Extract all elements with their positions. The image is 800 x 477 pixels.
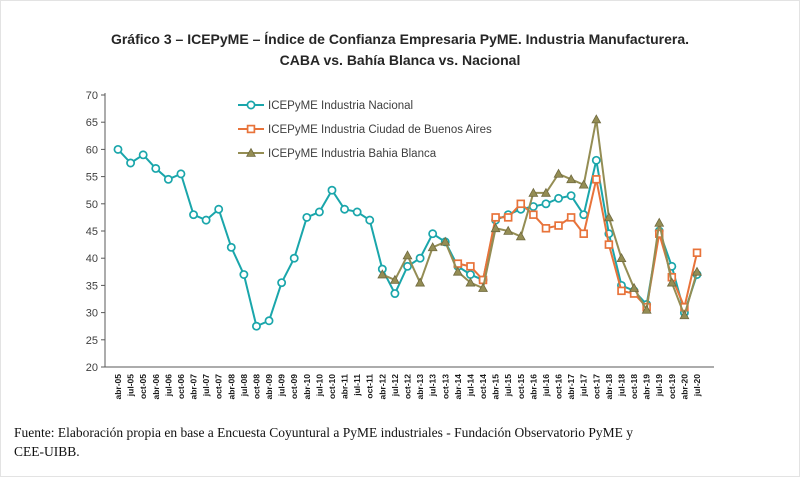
x-tick-label: oct-12 [403,374,413,399]
x-tick-label: jul-18 [616,374,626,397]
x-tick-label: abr-13 [415,374,425,400]
x-tick-label: oct-08 [251,374,261,399]
legend-item: ICEPyME Industria Nacional [238,100,413,112]
series-0-markers [113,144,702,331]
series-0 [113,144,702,331]
x-tick-label: oct-06 [176,374,186,399]
series-1-line [456,178,698,309]
x-tick-label: jul-10 [314,374,324,397]
y-tick-label: 70 [86,90,98,102]
x-tick-label: abr-14 [453,374,463,400]
x-tick-label: oct-07 [214,374,224,399]
x-tick-label: abr-11 [340,374,350,399]
chart-title-line1: Gráfico 3 – ICEPyME – Índice de Confianz… [110,31,690,47]
x-tick-label: abr-07 [189,374,199,400]
chart-title-line2: CABA vs. Bahía Blanca vs. Nacional [279,52,521,68]
legend-label: ICEPyME Industria Ciudad de Buenos Aires [268,124,492,136]
x-tick-label: abr-19 [642,374,652,400]
x-tick-label: abr-18 [604,374,614,400]
y-tick-label: 65 [86,117,98,129]
line-chart: 20 25 30 35 40 45 50 55 60 65 70 abr-05 jul-05 oct-05… [86,90,714,400]
y-tick-label: 45 [86,226,98,238]
x-tick-label: jul-09 [277,374,287,397]
x-tick-label: abr-09 [264,374,274,400]
legend-item: ICEPyME Industria Ciudad de Buenos Aires [238,124,492,136]
source-note: Fuente: Elaboración propia en base a Enc… [14,423,789,461]
x-tick-label: oct-10 [327,374,337,399]
x-tick-label: oct-16 [554,374,564,399]
y-tick-label: 35 [86,280,98,292]
x-tick-label: oct-17 [591,374,601,399]
x-axis-labels: abr-05 jul-05 oct-05 abr-06 jul-06 oct-06 abr-… [113,374,702,400]
series-1 [453,175,702,312]
y-tick-label: 40 [86,253,98,265]
x-tick-label: oct-15 [516,374,526,399]
x-tick-label: oct-05 [138,374,148,399]
x-tick-label: jul-13 [428,374,438,397]
x-tick-label: abr-12 [377,374,387,400]
legend-label: ICEPyME Industria Nacional [268,100,413,112]
y-tick-label: 55 [86,172,98,184]
x-tick-label: oct-18 [629,374,639,399]
x-tick-label: abr-08 [226,374,236,400]
x-tick-label: abr-16 [528,374,538,400]
series-1-markers [453,175,702,312]
series-2-markers [377,114,702,320]
x-tick-label: jul-17 [579,374,589,397]
x-tick-label: jul-11 [352,374,362,397]
series-2 [377,114,702,320]
x-tick-label: oct-09 [289,374,299,399]
x-tick-label: jul-08 [239,374,249,397]
x-tick-label: jul-05 [126,374,136,397]
y-tick-label: 60 [86,144,98,156]
legend-item: ICEPyME Industria Bahia Blanca [238,147,437,160]
chart-title: Gráfico 3 – ICEPyME – Índice de Confianz… [1,29,799,71]
x-tick-label: jul-15 [503,374,513,397]
x-tick-label: jul-12 [390,374,400,397]
x-tick-label: oct-19 [667,374,677,399]
x-tick-label: jul-06 [163,374,173,397]
axes [104,93,714,368]
y-tick-label: 25 [86,335,98,347]
x-tick-label: abr-15 [491,374,501,400]
x-tick-label: abr-17 [566,374,576,400]
y-axis-ticks: 20 25 30 35 40 45 50 55 60 65 70 [86,90,105,374]
legend: ICEPyME Industria Nacional ICEPyME Indust… [238,100,492,160]
x-tick-label: oct-14 [478,374,488,399]
x-tick-label: abr-10 [302,374,312,400]
source-note-line1: Fuente: Elaboración propia en base a Enc… [14,425,633,440]
x-tick-label: jul-20 [692,374,702,397]
x-tick-label: jul-19 [654,374,664,397]
x-tick-label: jul-14 [465,374,475,397]
x-tick-label: jul-07 [201,374,211,397]
legend-label: ICEPyME Industria Bahia Blanca [268,148,437,160]
x-tick-label: oct-13 [440,374,450,399]
x-tick-label: oct-11 [365,374,375,399]
y-tick-label: 20 [86,362,98,374]
x-tick-label: abr-05 [113,374,123,400]
source-note-line2: CEE-UIBB. [14,444,80,459]
x-tick-label: abr-06 [151,374,161,400]
y-tick-label: 30 [86,308,98,320]
y-tick-label: 50 [86,199,98,211]
x-tick-label: jul-16 [541,374,551,397]
x-tick-label: abr-20 [679,374,689,400]
